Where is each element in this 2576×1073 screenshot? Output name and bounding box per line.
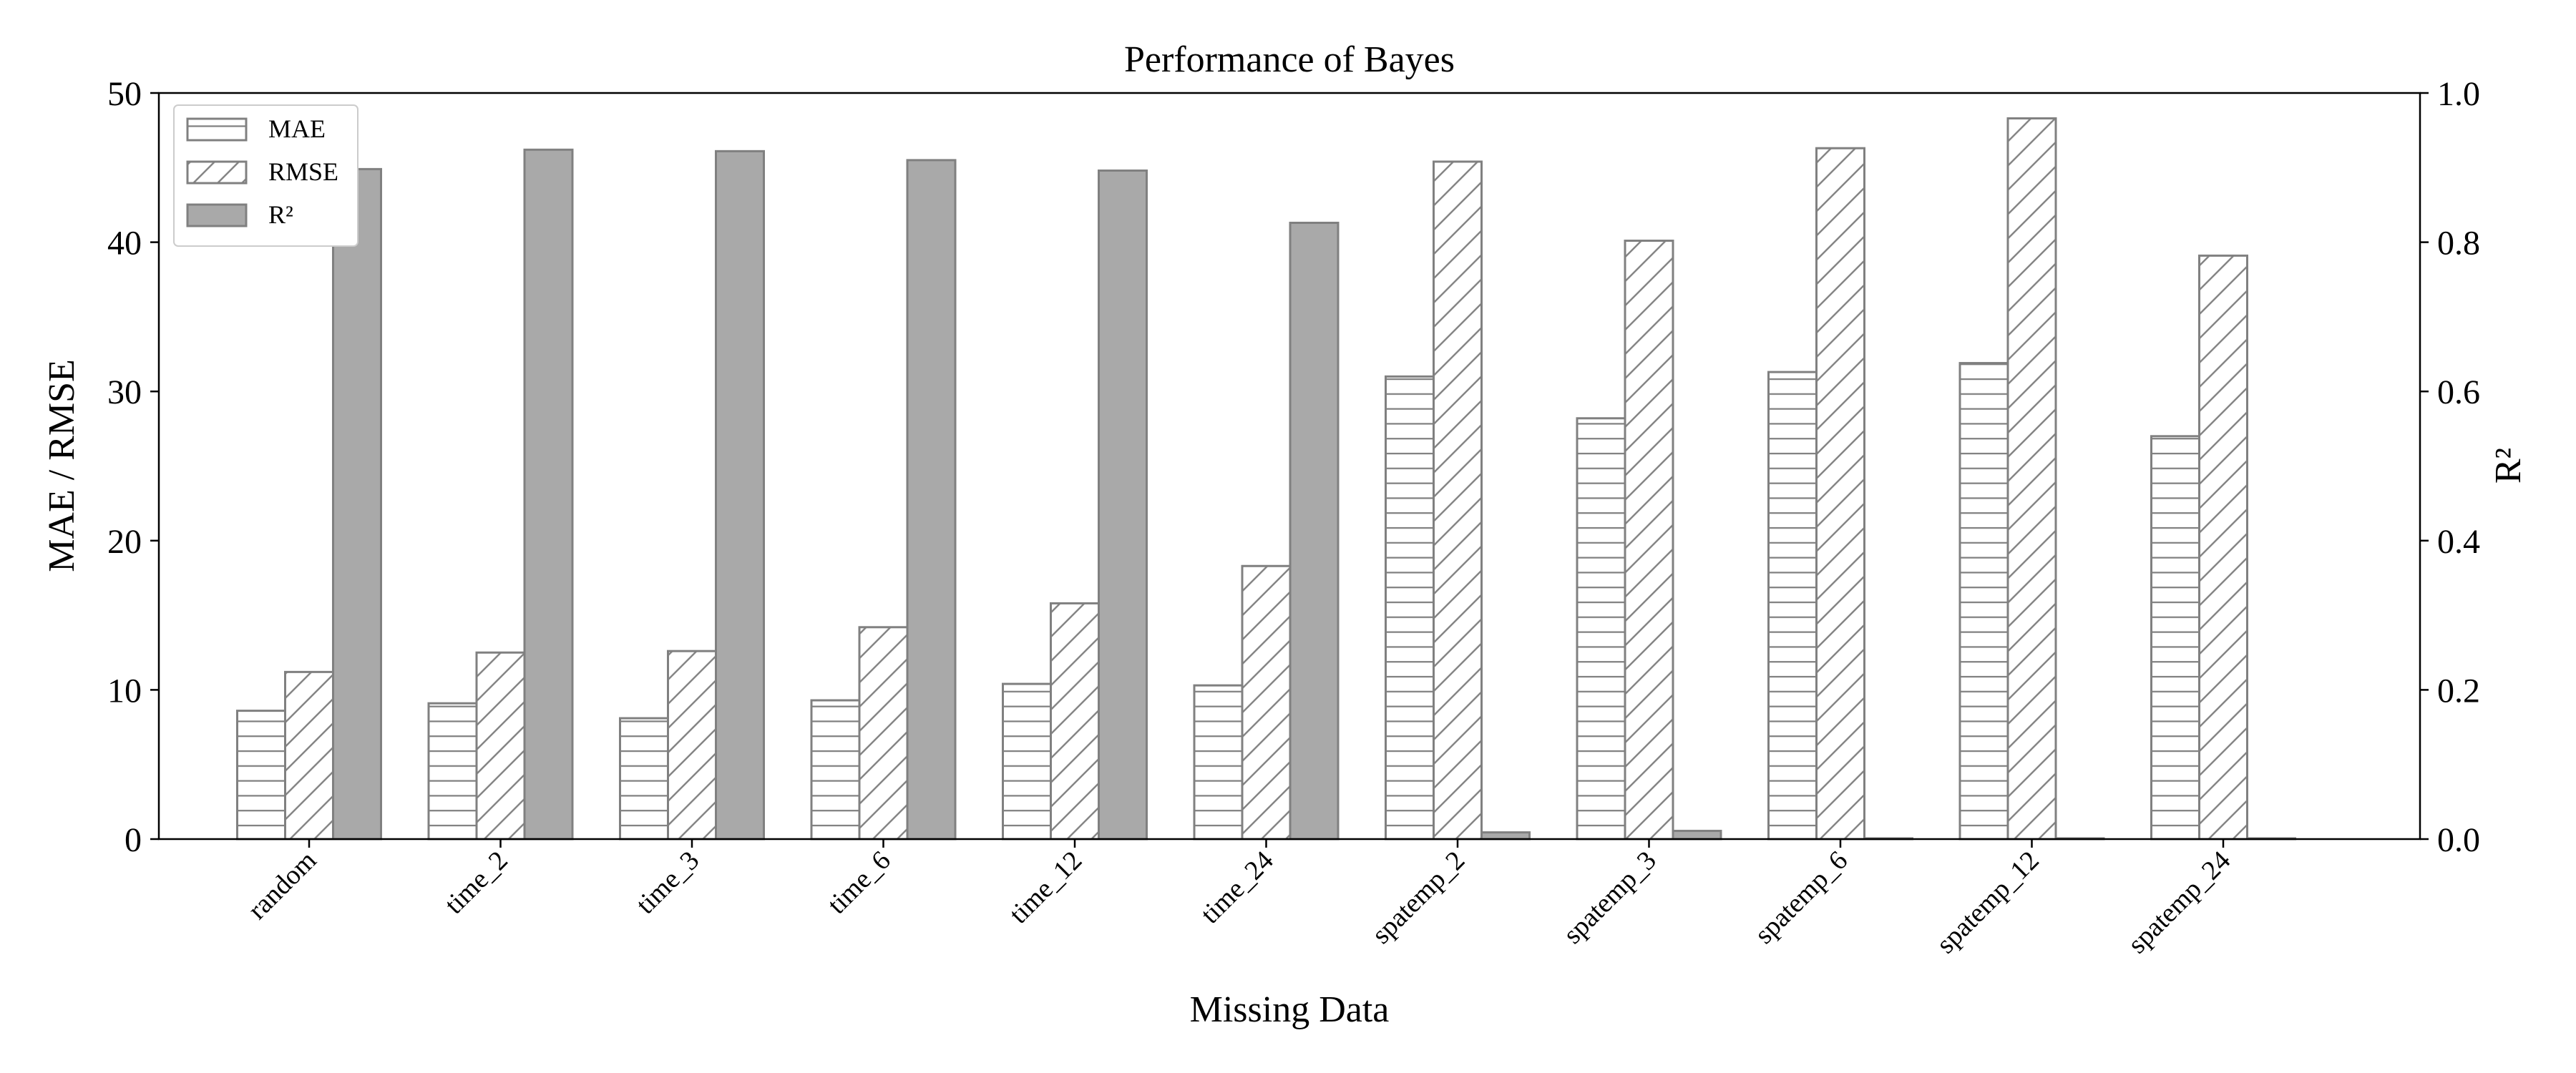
bar-rmse bbox=[1624, 240, 1674, 841]
y-axis-ticks: 0 10 20 30 40 50 bbox=[107, 75, 159, 859]
y-tick-label: 10 bbox=[107, 672, 142, 710]
bar-mae bbox=[2150, 435, 2200, 841]
bar-rmse bbox=[1050, 602, 1100, 841]
y2-tick-label: 0.0 bbox=[2437, 821, 2480, 859]
x-tick-label: time_24 bbox=[1195, 846, 1279, 930]
bar-r2 bbox=[906, 159, 957, 841]
bar-mae bbox=[236, 710, 286, 841]
x-tick-label: spatemp_12 bbox=[1931, 846, 2045, 960]
bar-rmse bbox=[2006, 117, 2057, 841]
y2-tick-label: 0.6 bbox=[2437, 373, 2480, 411]
y-tick-label: 0 bbox=[125, 821, 142, 859]
chart-title: Performance of Bayes bbox=[1124, 39, 1455, 80]
y2-tick-label: 0.4 bbox=[2437, 523, 2480, 561]
bar-r2 bbox=[1672, 830, 1722, 841]
bar-rmse bbox=[2198, 254, 2248, 841]
bars-layer bbox=[236, 117, 2296, 841]
x-tick-label: time_12 bbox=[1004, 846, 1088, 930]
y2-tick-label: 1.0 bbox=[2437, 75, 2480, 113]
y-tick-label: 50 bbox=[107, 75, 142, 113]
y2-tick-label: 0.8 bbox=[2437, 225, 2480, 263]
bar-mae bbox=[1385, 375, 1435, 841]
x-tick-label: time_3 bbox=[630, 846, 705, 920]
x-axis-label: Missing Data bbox=[1190, 989, 1390, 1030]
bar-rmse bbox=[284, 670, 334, 841]
bar-mae bbox=[619, 717, 669, 841]
x-tick-label: spatemp_6 bbox=[1749, 846, 1853, 950]
bar-r2 bbox=[332, 167, 382, 841]
legend-swatch-rmse bbox=[186, 160, 248, 185]
legend: MAE RMSE R² bbox=[173, 104, 358, 247]
y-tick-label: 30 bbox=[107, 373, 142, 411]
legend-swatch-r2 bbox=[186, 203, 248, 227]
y-axis-label: MAE / RMSE bbox=[42, 359, 82, 572]
legend-label-mae: MAE bbox=[268, 114, 326, 143]
bar-rmse bbox=[667, 650, 717, 841]
x-tick-label: random bbox=[243, 846, 323, 926]
x-axis-ticks: random time_2 time_3 time_6 time_12 time_24 sp… bbox=[243, 839, 2237, 960]
bar-mae bbox=[1193, 684, 1244, 841]
bar-rmse bbox=[1815, 147, 1865, 841]
bar-rmse bbox=[1433, 160, 1483, 841]
y-tick-label: 40 bbox=[107, 225, 142, 263]
bar-mae bbox=[1958, 362, 2009, 841]
bar-r2 bbox=[523, 148, 574, 841]
bar-r2 bbox=[1289, 221, 1340, 841]
bar-r2 bbox=[1480, 831, 1531, 841]
legend-label-rmse: RMSE bbox=[268, 157, 338, 186]
x-tick-label: spatemp_24 bbox=[2122, 846, 2237, 960]
bar-mae bbox=[1767, 371, 1818, 841]
plot-frame bbox=[157, 92, 2421, 841]
y2-axis-ticks: 0.0 0.2 0.4 0.6 0.8 1.0 bbox=[2420, 75, 2480, 859]
bar-mae bbox=[1002, 682, 1052, 841]
y2-axis-label: R² bbox=[2488, 448, 2529, 484]
bar-rmse bbox=[1241, 564, 1292, 841]
x-tick-label: time_2 bbox=[439, 846, 514, 920]
bar-mae bbox=[810, 699, 861, 841]
legend-label-r2: R² bbox=[268, 200, 293, 229]
y-tick-label: 20 bbox=[107, 523, 142, 561]
bar-r2 bbox=[1098, 169, 1148, 841]
bar-mae bbox=[427, 702, 478, 841]
legend-swatch-mae bbox=[186, 117, 248, 142]
bar-mae bbox=[1576, 417, 1626, 841]
y2-tick-label: 0.2 bbox=[2437, 672, 2480, 710]
x-tick-label: time_6 bbox=[822, 846, 897, 920]
bar-r2 bbox=[715, 150, 765, 841]
bar-rmse bbox=[858, 626, 909, 841]
bar-rmse bbox=[475, 651, 526, 841]
x-tick-label: spatemp_3 bbox=[1558, 846, 1662, 950]
x-tick-label: spatemp_2 bbox=[1366, 846, 1470, 950]
